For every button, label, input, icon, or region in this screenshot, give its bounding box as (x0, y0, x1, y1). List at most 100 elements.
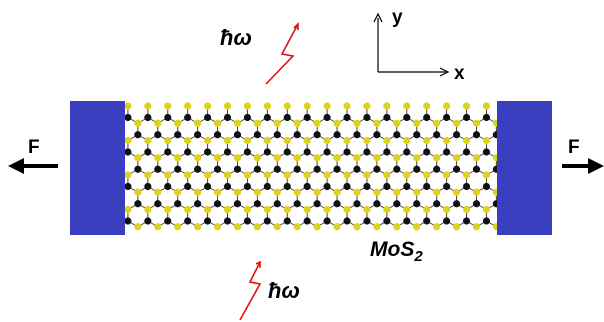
molybdenum-atom (213, 131, 222, 139)
molybdenum-atom (194, 200, 202, 208)
molybdenum-atom (203, 148, 212, 156)
sulfur-atom (462, 205, 471, 214)
sulfur-atom (413, 154, 421, 162)
sulfur-atom (363, 102, 371, 110)
sulfur-atom (263, 171, 271, 179)
sulfur-atom (323, 171, 331, 179)
sulfur-atom (154, 223, 162, 231)
sulfur-atom (482, 102, 491, 110)
molybdenum-atom (223, 217, 232, 225)
molybdenum-atom (353, 131, 361, 139)
sulfur-atom (472, 223, 481, 231)
molybdenum-atom (383, 217, 391, 225)
molybdenum-atom (303, 148, 311, 156)
molybdenum-atom (303, 217, 311, 225)
sulfur-atom (174, 223, 182, 231)
molybdenum-atom (233, 200, 242, 208)
sulfur-atom (124, 205, 132, 214)
molybdenum-atom (194, 165, 202, 173)
molybdenum-atom (134, 131, 142, 139)
sulfur-atom (134, 154, 142, 162)
molybdenum-atom (213, 165, 222, 173)
sulfur-atom (413, 223, 421, 231)
sulfur-atom (333, 119, 341, 127)
sulfur-atom (184, 136, 192, 145)
sulfur-atom (124, 171, 132, 179)
sulfur-atom (273, 223, 281, 231)
sulfur-atom (164, 205, 172, 214)
molybdenum-atom (184, 182, 192, 191)
molybdenum-atom (184, 113, 192, 122)
sulfur-atom (273, 188, 281, 196)
sulfur-atom (253, 119, 261, 127)
sulfur-atom (253, 188, 261, 196)
molybdenum-atom (462, 182, 471, 191)
sulfur-atom (223, 102, 232, 110)
molybdenum-atom (443, 148, 451, 156)
molybdenum-atom (413, 200, 421, 208)
sulfur-atom (233, 223, 242, 231)
sulfur-atom (393, 188, 401, 196)
sulfur-atom (433, 188, 441, 196)
sulfur-atom (383, 136, 391, 145)
sulfur-atom (223, 205, 232, 214)
sulfur-atom (323, 205, 331, 214)
molybdenum-atom (233, 165, 242, 173)
molybdenum-atom (313, 165, 321, 173)
molybdenum-atom (333, 131, 341, 139)
sulfur-atom (213, 119, 222, 127)
right-force-label: F (568, 137, 580, 158)
molybdenum-atom (482, 182, 491, 191)
sulfur-atom (373, 119, 381, 127)
left-force-arrow (8, 158, 58, 174)
molybdenum-atom (273, 200, 281, 208)
molybdenum-atom (313, 131, 321, 139)
molybdenum-atom (393, 165, 401, 173)
molybdenum-atom (293, 131, 301, 139)
molybdenum-atom (174, 165, 182, 173)
sulfur-atom (203, 136, 212, 145)
sulfur-atom (164, 136, 172, 145)
sulfur-atom (233, 154, 242, 162)
molybdenum-atom (174, 131, 182, 139)
axes-indicator (373, 12, 450, 77)
sulfur-atom (472, 119, 481, 127)
molybdenum-atom (144, 182, 152, 191)
sulfur-atom (363, 171, 371, 179)
molybdenum-atom (452, 165, 461, 173)
sulfur-atom (373, 223, 381, 231)
sulfur-atom (373, 154, 381, 162)
molybdenum-atom (283, 148, 291, 156)
molybdenum-atom (243, 217, 252, 225)
material-name: MoS (370, 238, 414, 261)
photon-energy-label-top: ħω (220, 25, 252, 50)
sulfur-atom (482, 171, 491, 179)
molybdenum-atom (154, 131, 162, 139)
sulfur-atom (213, 223, 222, 231)
molybdenum-atom (472, 131, 481, 139)
sulfur-atom (144, 205, 152, 214)
sulfur-atom (243, 136, 252, 145)
sulfur-atom (154, 188, 162, 196)
sulfur-atom (443, 171, 451, 179)
molybdenum-atom (253, 165, 261, 173)
sulfur-atom (194, 188, 202, 196)
molybdenum-atom (393, 131, 401, 139)
sulfur-atom (194, 119, 202, 127)
sulfur-atom (194, 223, 202, 231)
molybdenum-atom (452, 131, 461, 139)
molybdenum-atom (144, 148, 152, 156)
sulfur-atom (383, 205, 391, 214)
sulfur-atom (223, 136, 232, 145)
sulfur-atom (243, 205, 252, 214)
molybdenum-atom (293, 165, 301, 173)
sulfur-atom (452, 223, 461, 231)
molybdenum-atom (403, 113, 411, 122)
sulfur-atom (184, 102, 192, 110)
sulfur-atom (263, 136, 271, 145)
sulfur-atom (223, 171, 232, 179)
molybdenum-atom (423, 217, 431, 225)
sulfur-atom (184, 205, 192, 214)
molybdenum-atom (383, 182, 391, 191)
sulfur-atom (393, 154, 401, 162)
